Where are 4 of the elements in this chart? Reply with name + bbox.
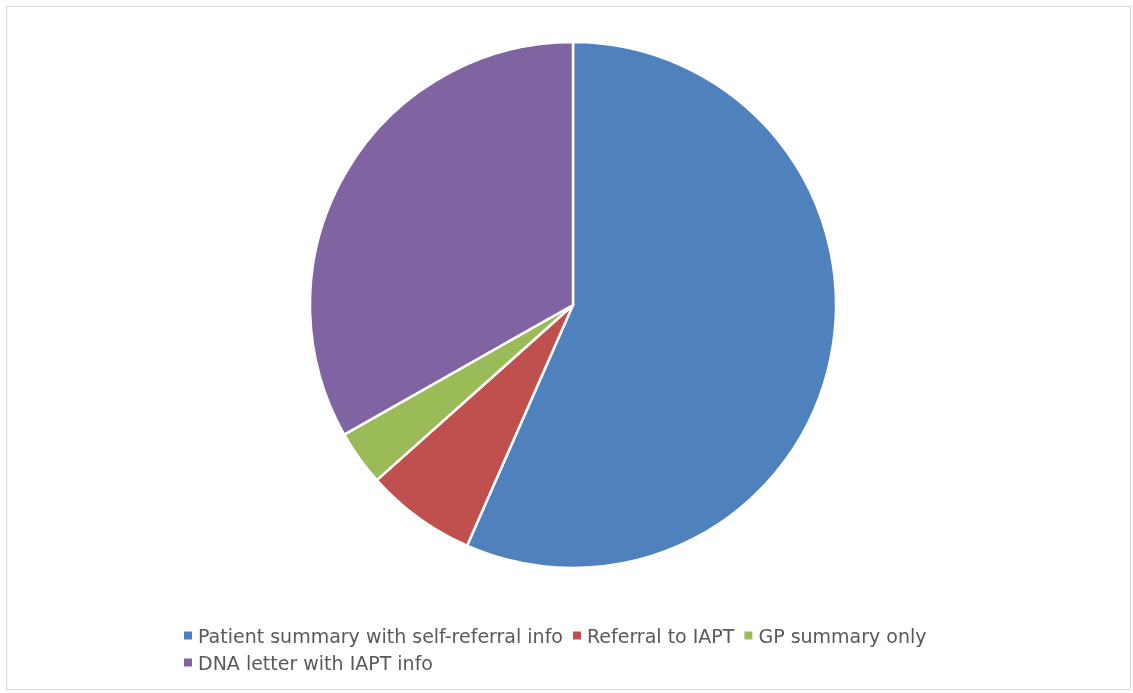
legend-label: GP summary only: [758, 624, 927, 647]
legend-label: DNA letter with IAPT info: [198, 651, 433, 674]
legend-label: Patient summary with self-referral info: [198, 624, 563, 647]
legend-label: Referral to IAPT: [586, 624, 735, 647]
